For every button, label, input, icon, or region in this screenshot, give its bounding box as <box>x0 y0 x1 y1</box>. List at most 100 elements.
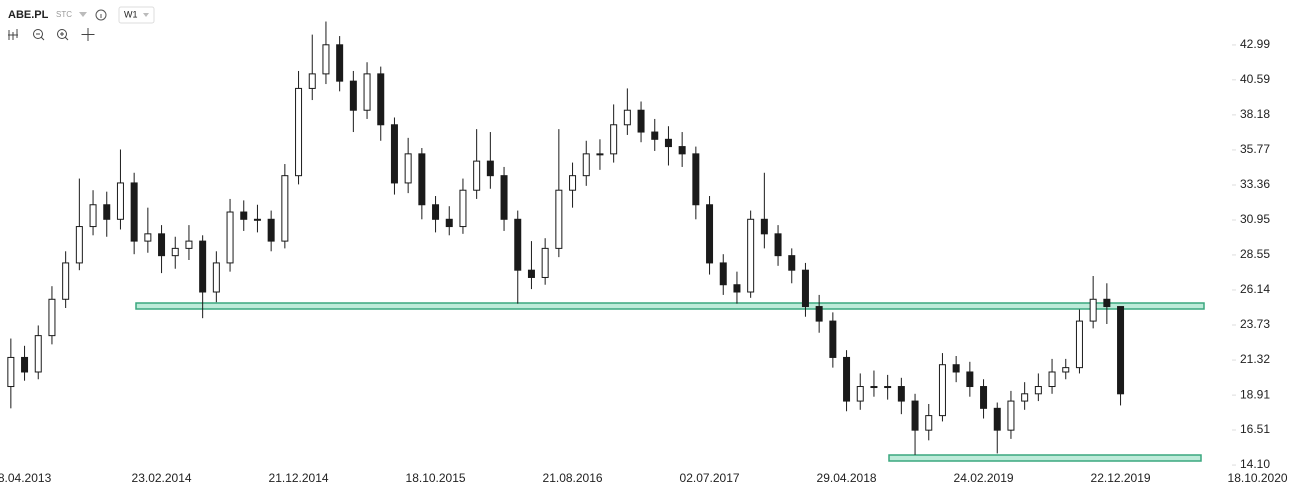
candle-body <box>815 306 823 322</box>
candle-body <box>349 80 357 111</box>
candle-body <box>692 153 700 206</box>
candle-body <box>1089 298 1097 322</box>
candle-body <box>1103 298 1111 308</box>
header: ABE.PL STC W1 <box>8 6 155 41</box>
y-tick-label: 26.14 <box>1240 282 1270 296</box>
candle-body <box>1062 367 1070 373</box>
candle-body <box>719 262 727 286</box>
candle-body <box>75 226 83 264</box>
zoom-out-icon[interactable] <box>33 29 43 39</box>
y-tick-label: 21.32 <box>1240 352 1270 366</box>
candle-body <box>774 233 782 257</box>
dropdown-arrow <box>143 13 149 17</box>
x-tick-label: 21.08.2016 <box>543 471 603 485</box>
y-tick-label: 33.36 <box>1240 177 1270 191</box>
candle-body <box>664 138 672 148</box>
candle-body <box>706 204 714 264</box>
toolbar <box>8 28 95 41</box>
y-tick-label: 16.51 <box>1240 422 1270 436</box>
y-tick-label: 18.91 <box>1240 387 1270 401</box>
candle-body <box>760 218 768 235</box>
candle-body <box>582 153 590 177</box>
candle-body <box>459 189 467 228</box>
candle-body <box>952 364 960 373</box>
candle-body <box>171 247 179 257</box>
candle-body <box>569 175 577 191</box>
candle-body <box>130 182 138 242</box>
candle-body <box>363 73 371 111</box>
candle-body <box>1007 400 1015 431</box>
candle-body <box>390 124 398 184</box>
candle-body <box>993 407 1001 431</box>
candle-body <box>295 87 303 177</box>
candle-body <box>514 218 522 271</box>
candle-body <box>801 269 809 308</box>
candle-body <box>527 269 535 278</box>
x-tick-label: 21.12.2014 <box>269 471 329 485</box>
candle-body <box>103 204 111 220</box>
candle-body <box>7 356 15 388</box>
candle-body <box>966 371 974 388</box>
y-tick-label: 28.55 <box>1240 247 1270 261</box>
y-tick-label: 14.10 <box>1240 457 1270 471</box>
candle-body <box>281 175 289 242</box>
candle-body <box>48 298 56 337</box>
zoom-in-icon[interactable] <box>57 29 67 39</box>
candle-body <box>596 153 604 156</box>
candle-body <box>623 109 631 126</box>
y-tick-label: 40.59 <box>1240 72 1270 86</box>
candles <box>7 21 1125 455</box>
candle-body <box>404 153 412 184</box>
dropdown-arrow[interactable] <box>79 12 87 17</box>
candle-body <box>226 211 234 264</box>
x-tick-label: 02.07.2017 <box>680 471 740 485</box>
candle-body <box>89 204 97 228</box>
candle-body <box>199 240 207 293</box>
x-tick-label: 8.04.2013 <box>0 471 52 485</box>
candle-body <box>938 364 946 417</box>
candle-body <box>308 73 316 89</box>
candle-body <box>733 284 741 293</box>
candle-body <box>555 189 563 249</box>
zoom-in-glyph <box>60 32 69 41</box>
candle-body <box>678 146 686 155</box>
support-zone <box>135 302 1205 310</box>
info-icon[interactable] <box>95 9 107 21</box>
candle-body <box>267 218 275 242</box>
candle-body <box>322 44 330 75</box>
candle-body <box>34 335 42 373</box>
candle-body <box>116 182 124 220</box>
candle-body <box>897 386 905 402</box>
candle-body <box>788 255 796 271</box>
candle-body <box>158 233 166 257</box>
x-tick-label: 22.12.2019 <box>1091 471 1151 485</box>
candle-body <box>870 386 878 389</box>
chart-type-icon[interactable] <box>8 29 18 40</box>
candle-body <box>62 262 70 300</box>
candle-body <box>1048 371 1056 388</box>
candle-body <box>377 73 385 126</box>
symbol[interactable]: ABE.PL <box>8 9 49 21</box>
x-tick-label: 18.10.2020 <box>1228 471 1288 485</box>
candle-body <box>185 240 193 249</box>
candle-body <box>486 160 494 177</box>
candle-body <box>1034 386 1042 395</box>
candle-body <box>144 233 152 242</box>
candle-body <box>856 386 864 402</box>
candle-body <box>500 175 508 220</box>
candle-body <box>1021 393 1029 402</box>
y-tick-label: 38.18 <box>1240 107 1270 121</box>
candle-body <box>829 320 837 358</box>
pan-icon[interactable] <box>81 28 95 41</box>
candle-body <box>253 218 261 221</box>
candle-body <box>432 204 440 220</box>
interval-select[interactable] <box>118 6 155 24</box>
candle-body <box>980 386 988 409</box>
candle-body <box>884 386 892 389</box>
candle-body <box>610 124 618 155</box>
interval: W1 <box>124 9 138 19</box>
x-tick-label: 24.02.2019 <box>954 471 1014 485</box>
candle-body <box>418 153 426 206</box>
candle-body <box>21 356 29 373</box>
